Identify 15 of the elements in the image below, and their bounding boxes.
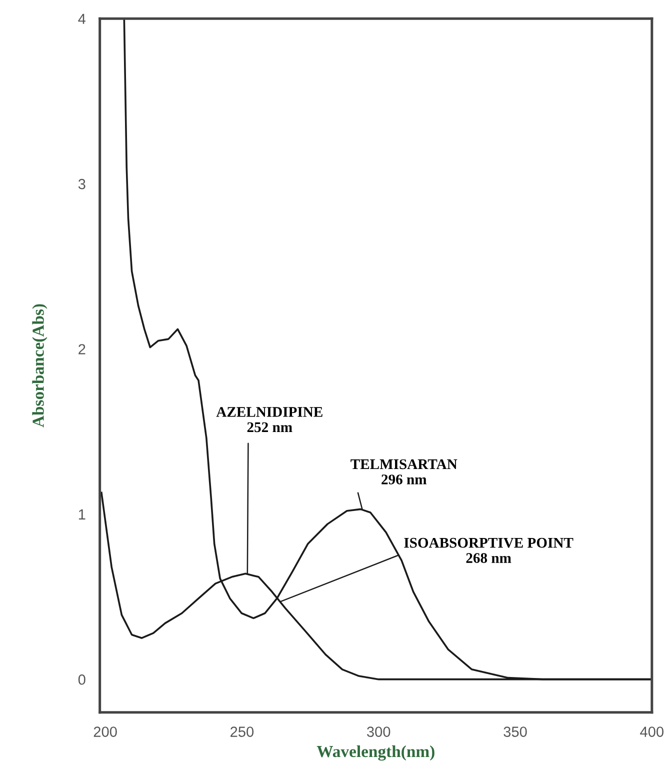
y-tick-label: 2 [78, 344, 86, 354]
annotation: TELMISARTAN 296 nm [350, 459, 458, 484]
x-tick-label: 300 [366, 726, 390, 737]
annotation: AZELNIDIPINE 252 nm [216, 407, 322, 432]
x-tick-label: 250 [230, 726, 254, 737]
y-tick-label: 0 [78, 674, 86, 685]
y-tick-label: 1 [78, 509, 86, 520]
y-axis-title: Absorbance(Abs) [32, 304, 48, 428]
x-axis-title: Wavelength(nm) [316, 745, 434, 761]
y-tick-label: 4 [78, 14, 86, 24]
annotation: ISOABSORPTIVE POINT 268 nm [404, 538, 574, 563]
x-tick-label: 400 [640, 726, 664, 737]
y-tick-label: 3 [78, 178, 86, 190]
x-tick-label: 200 [94, 726, 117, 737]
x-tick-label: 350 [504, 726, 527, 737]
